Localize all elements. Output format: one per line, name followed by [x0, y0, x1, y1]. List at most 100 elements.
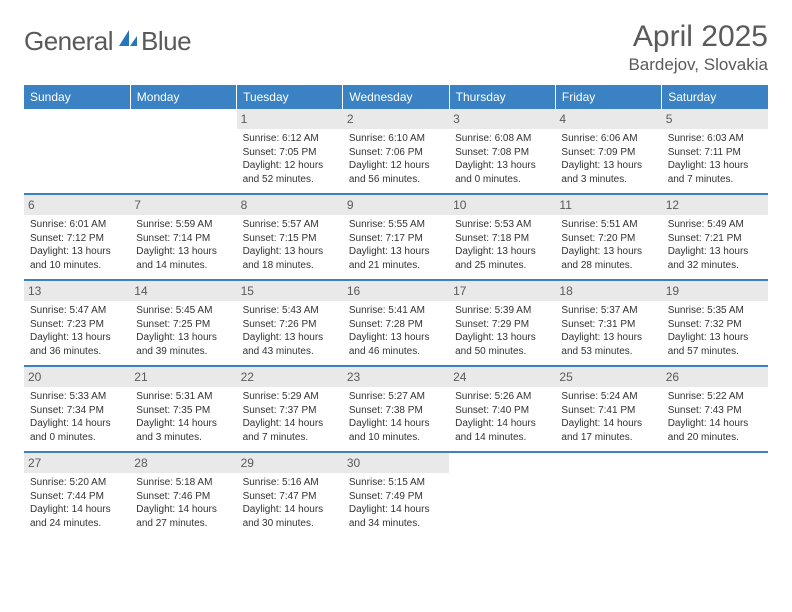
sunrise-text: Sunrise: 5:37 AM: [561, 304, 655, 318]
sunset-text: Sunset: 7:17 PM: [349, 232, 443, 246]
sunset-text: Sunset: 7:49 PM: [349, 490, 443, 504]
sunrise-text: Sunrise: 5:20 AM: [30, 476, 124, 490]
sunrise-text: Sunrise: 5:35 AM: [668, 304, 762, 318]
daylight-text: Daylight: 13 hours and 28 minutes.: [561, 245, 655, 272]
calendar-cell: 13Sunrise: 5:47 AMSunset: 7:23 PMDayligh…: [24, 280, 130, 366]
daylight-text: Daylight: 14 hours and 0 minutes.: [30, 417, 124, 444]
brand-logo: General Blue: [24, 26, 191, 57]
sunrise-text: Sunrise: 5:39 AM: [455, 304, 549, 318]
sunrise-text: Sunrise: 5:31 AM: [136, 390, 230, 404]
daylight-text: Daylight: 13 hours and 32 minutes.: [668, 245, 762, 272]
sunrise-text: Sunrise: 5:53 AM: [455, 218, 549, 232]
calendar-cell: 18Sunrise: 5:37 AMSunset: 7:31 PMDayligh…: [555, 280, 661, 366]
sunset-text: Sunset: 7:38 PM: [349, 404, 443, 418]
calendar-cell: 20 Sunrise: 5:33 AMSunset: 7:34 PMDayligh…: [24, 366, 130, 452]
sunset-text: Sunset: 7:11 PM: [668, 146, 762, 160]
sunrise-text: Sunrise: 5:47 AM: [30, 304, 124, 318]
day-number: 15: [237, 281, 343, 301]
daylight-text: Daylight: 14 hours and 3 minutes.: [136, 417, 230, 444]
sunset-text: Sunset: 7:18 PM: [455, 232, 549, 246]
day-header: Tuesday: [237, 85, 343, 109]
day-header: Monday: [130, 85, 236, 109]
sunrise-text: Sunrise: 5:59 AM: [136, 218, 230, 232]
brand-text-1: General: [24, 26, 113, 57]
title-block: April 2025 Bardejov, Slovakia: [628, 20, 768, 75]
day-number: 22: [237, 367, 343, 387]
day-number: 8: [237, 195, 343, 215]
calendar-cell: 2Sunrise: 6:10 AMSunset: 7:06 PMDaylight…: [343, 109, 449, 194]
brand-text-2: Blue: [141, 26, 191, 57]
sunrise-text: Sunrise: 5:55 AM: [349, 218, 443, 232]
daylight-text: Daylight: 12 hours and 52 minutes.: [243, 159, 337, 186]
sunset-text: Sunset: 7:25 PM: [136, 318, 230, 332]
calendar-cell: 29Sunrise: 5:16 AMSunset: 7:47 PMDayligh…: [237, 452, 343, 537]
calendar-body: ..1Sunrise: 6:12 AMSunset: 7:05 PMDaylig…: [24, 109, 768, 537]
day-number: 9: [343, 195, 449, 215]
day-number: 1: [237, 109, 343, 129]
day-number: 30: [343, 453, 449, 473]
sunset-text: Sunset: 7:44 PM: [30, 490, 124, 504]
calendar-table: SundayMondayTuesdayWednesdayThursdayFrid…: [24, 85, 768, 537]
sunrise-text: Sunrise: 5:26 AM: [455, 390, 549, 404]
sunset-text: Sunset: 7:35 PM: [136, 404, 230, 418]
sunset-text: Sunset: 7:20 PM: [561, 232, 655, 246]
daylight-text: Daylight: 13 hours and 43 minutes.: [243, 331, 337, 358]
sunset-text: Sunset: 7:34 PM: [30, 404, 124, 418]
calendar-cell: 27Sunrise: 5:20 AMSunset: 7:44 PMDayligh…: [24, 452, 130, 537]
day-number: 6: [24, 195, 130, 215]
day-number: 16: [343, 281, 449, 301]
sunset-text: Sunset: 7:08 PM: [455, 146, 549, 160]
day-number: 23: [343, 367, 449, 387]
sunrise-text: Sunrise: 6:12 AM: [243, 132, 337, 146]
calendar-row: 6 Sunrise: 6:01 AMSunset: 7:12 PM Daylight…: [24, 194, 768, 280]
day-number: 26: [662, 367, 768, 387]
day-number: 25: [555, 367, 661, 387]
day-number: 4: [555, 109, 661, 129]
sunset-text: Sunset: 7:05 PM: [243, 146, 337, 160]
day-number: 20: [24, 367, 130, 387]
day-number: 24: [449, 367, 555, 387]
calendar-cell-empty: .: [555, 452, 661, 537]
calendar-cell: 7Sunrise: 5:59 AMSunset: 7:14 PMDaylight…: [130, 194, 236, 280]
sail-icon: [117, 28, 139, 55]
calendar-row: 13Sunrise: 5:47 AMSunset: 7:23 PMDayligh…: [24, 280, 768, 366]
sunrise-text: Sunrise: 6:01 AM: [30, 218, 124, 232]
day-number: 21: [130, 367, 236, 387]
sunrise-text: Sunrise: 5:49 AM: [668, 218, 762, 232]
calendar-cell: 9Sunrise: 5:55 AMSunset: 7:17 PMDaylight…: [343, 194, 449, 280]
calendar-cell: 10Sunrise: 5:53 AMSunset: 7:18 PMDayligh…: [449, 194, 555, 280]
sunrise-text: Sunrise: 5:16 AM: [243, 476, 337, 490]
sunset-text: Sunset: 7:06 PM: [349, 146, 443, 160]
sunrise-text: Sunrise: 6:08 AM: [455, 132, 549, 146]
sunset-text: Sunset: 7:26 PM: [243, 318, 337, 332]
sunrise-text: Sunrise: 5:43 AM: [243, 304, 337, 318]
calendar-cell-empty: .: [449, 452, 555, 537]
day-number: 5: [662, 109, 768, 129]
calendar-cell: 22Sunrise: 5:29 AMSunset: 7:37 PMDayligh…: [237, 366, 343, 452]
day-number: 3: [449, 109, 555, 129]
day-number: 7: [130, 195, 236, 215]
day-number: 29: [237, 453, 343, 473]
sunrise-text: Sunrise: 6:03 AM: [668, 132, 762, 146]
sunset-text: Sunset: 7:41 PM: [561, 404, 655, 418]
calendar-cell: 8Sunrise: 5:57 AMSunset: 7:15 PMDaylight…: [237, 194, 343, 280]
calendar-cell: 21 Sunrise: 5:31 AMSunset: 7:35 PMDayligh…: [130, 366, 236, 452]
sunset-text: Sunset: 7:47 PM: [243, 490, 337, 504]
sunrise-text: Sunrise: 5:27 AM: [349, 390, 443, 404]
day-header: Friday: [555, 85, 661, 109]
day-number: 12: [662, 195, 768, 215]
sunset-text: Sunset: 7:12 PM: [30, 232, 124, 246]
calendar-row: 27Sunrise: 5:20 AMSunset: 7:44 PMDayligh…: [24, 452, 768, 537]
day-number: 17: [449, 281, 555, 301]
calendar-cell: 23Sunrise: 5:27 AMSunset: 7:38 PMDayligh…: [343, 366, 449, 452]
calendar-cell: 5Sunrise: 6:03 AMSunset: 7:11 PMDaylight…: [662, 109, 768, 194]
day-number: 11: [555, 195, 661, 215]
daylight-text: Daylight: 13 hours and 25 minutes.: [455, 245, 549, 272]
month-title: April 2025: [628, 20, 768, 53]
sunrise-text: Sunrise: 5:33 AM: [30, 390, 124, 404]
calendar-cell: 12Sunrise: 5:49 AMSunset: 7:21 PMDayligh…: [662, 194, 768, 280]
daylight-text: Daylight: 13 hours and 53 minutes.: [561, 331, 655, 358]
day-number: 13: [24, 281, 130, 301]
sunset-text: Sunset: 7:46 PM: [136, 490, 230, 504]
calendar-cell-empty: .: [24, 109, 130, 194]
